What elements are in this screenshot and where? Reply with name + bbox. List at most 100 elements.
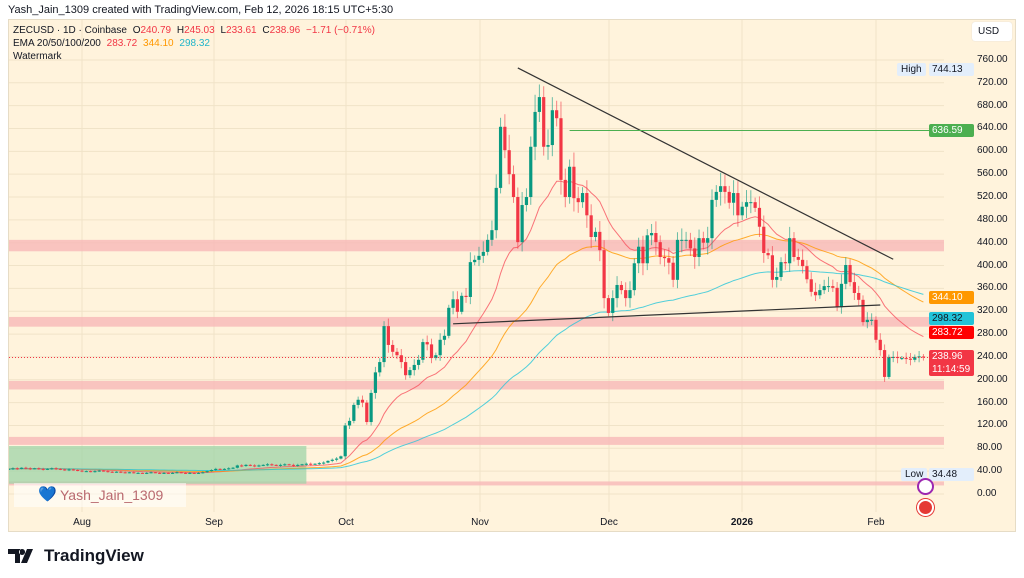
time-tick: Feb [867, 517, 885, 528]
candle-body [67, 469, 71, 471]
plot-area [9, 20, 944, 512]
candle-body [706, 238, 710, 243]
candle-body [205, 471, 209, 473]
price-tick: 400.00 [977, 259, 1008, 271]
candle-body [684, 239, 688, 241]
close-value: 238.96 [269, 25, 301, 36]
candle-body [127, 472, 132, 474]
candle-body [218, 468, 222, 470]
candle-body [261, 464, 265, 466]
candle-body [19, 467, 24, 469]
candle-body [693, 248, 697, 257]
candle-body [326, 460, 330, 463]
candle-body [826, 286, 831, 288]
candle-body [97, 470, 101, 472]
candle-body [861, 299, 865, 323]
high-label: H [176, 25, 185, 36]
candle-body [274, 464, 278, 466]
candle-body [188, 472, 192, 474]
candle-body [110, 471, 114, 473]
high-value: 245.03 [184, 25, 215, 36]
candle-body [429, 344, 434, 359]
candle-body [9, 468, 11, 470]
candle-body [891, 356, 895, 358]
time-tick: Nov [471, 517, 489, 528]
candle-body [32, 468, 37, 470]
candle-body [589, 215, 593, 238]
candle-body [529, 146, 533, 198]
candle-body [378, 362, 382, 373]
candle-body [84, 471, 88, 473]
candle-body [563, 179, 567, 198]
candle-body [58, 468, 63, 470]
candle-body [175, 472, 179, 474]
candle-body [641, 246, 645, 264]
candle-body [201, 472, 205, 474]
candle-body [667, 258, 671, 263]
candle-body [54, 468, 58, 470]
candle-body [140, 472, 145, 474]
candle-body [857, 292, 861, 300]
price-tick: 280.00 [977, 328, 1008, 340]
candle-body [248, 464, 252, 466]
ema-legend[interactable]: EMA 20/50/100/200 283.72 344.10 298.32 [13, 38, 213, 50]
candle-body [628, 290, 632, 299]
candle-body [421, 342, 425, 360]
price-tick: 560.00 [977, 168, 1008, 180]
candle-body [296, 464, 300, 466]
candle-body [473, 259, 477, 263]
candle-body [50, 468, 54, 470]
candle-body [757, 207, 762, 227]
candle-body [76, 470, 80, 472]
candle-body [490, 230, 494, 240]
candle-body [352, 404, 356, 421]
price-tick: 200.00 [977, 373, 1008, 385]
candle-body [291, 464, 296, 466]
candle-body [468, 262, 472, 297]
candle-body [598, 231, 602, 251]
hline-price-label: 636.59 [929, 124, 974, 137]
symbol-name[interactable]: ZECUSD · 1D · Coinbase [13, 25, 127, 36]
candle-body [464, 295, 468, 297]
candle-body [801, 259, 805, 267]
candle-body [662, 256, 667, 259]
candle-body [356, 399, 360, 405]
price-zone [9, 316, 944, 327]
candle-body [71, 469, 75, 471]
price-tick: 0.00 [977, 488, 997, 499]
ema50-price-label: 344.10 [929, 291, 974, 304]
candle-body [671, 262, 675, 280]
flag-icon[interactable] [917, 499, 934, 516]
price-tick: 240.00 [977, 350, 1008, 362]
candle-body [870, 319, 874, 321]
candle-body [408, 370, 412, 376]
range-box [9, 446, 307, 484]
candle-body [114, 471, 119, 473]
candle-body [602, 250, 606, 299]
open-value: 240.79 [140, 25, 172, 36]
emoji-icon[interactable] [917, 478, 934, 495]
candle-body [360, 399, 365, 403]
candle-body [438, 339, 442, 356]
candle-body [848, 264, 852, 283]
brand-name: TradingView [44, 546, 144, 565]
candle-body [567, 166, 572, 198]
candle-body [701, 238, 705, 243]
currency-button[interactable]: USD [972, 22, 1012, 41]
candle-body [878, 339, 882, 351]
tradingview-logo[interactable]: TradingView [8, 546, 144, 566]
price-tick: 760.00 [977, 53, 1008, 65]
candle-body [486, 239, 490, 252]
watermark-legend[interactable]: Watermark [13, 51, 65, 63]
time-tick: Sep [205, 517, 223, 528]
candle-body [775, 276, 779, 280]
ohlc-close: C238.96 [262, 25, 300, 36]
candle-body [166, 472, 170, 474]
trendline [453, 304, 881, 325]
candle-body [222, 468, 226, 470]
candle-body [503, 126, 507, 151]
candle-body [244, 464, 248, 467]
candle-body [576, 198, 580, 203]
price-tick: 600.00 [977, 145, 1008, 157]
